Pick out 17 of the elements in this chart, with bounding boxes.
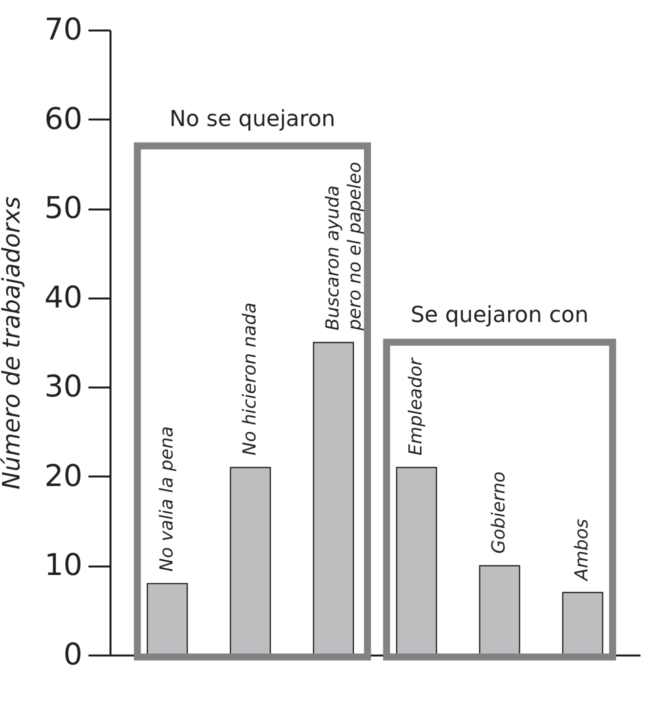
y-tick-label: 70	[44, 12, 82, 48]
y-tick-label: 20	[44, 458, 82, 494]
x-tick-label: No valia la pena	[156, 426, 178, 572]
y-tick-label: 0	[63, 638, 82, 672]
y-axis-title: Número de trabajadorxs	[0, 196, 26, 490]
x-tick-label: Gobierno	[488, 471, 510, 554]
x-tick-label: Ambos	[572, 518, 593, 582]
y-tick-label: 10	[44, 548, 82, 584]
x-tick-label: Empleador	[406, 356, 427, 456]
annotation: Se quejaron con	[410, 303, 589, 328]
annotation: No se quejaron	[169, 106, 336, 132]
y-tick-label: 50	[44, 191, 82, 226]
x-tick-label: No hicieron nada	[239, 302, 260, 456]
x-tick-label: Buscaron ayuda pero no el papeleo	[322, 162, 366, 332]
y-tick-label: 60	[44, 102, 82, 137]
y-tick-label: 30	[44, 370, 82, 405]
y-tick-label: 40	[44, 280, 82, 316]
